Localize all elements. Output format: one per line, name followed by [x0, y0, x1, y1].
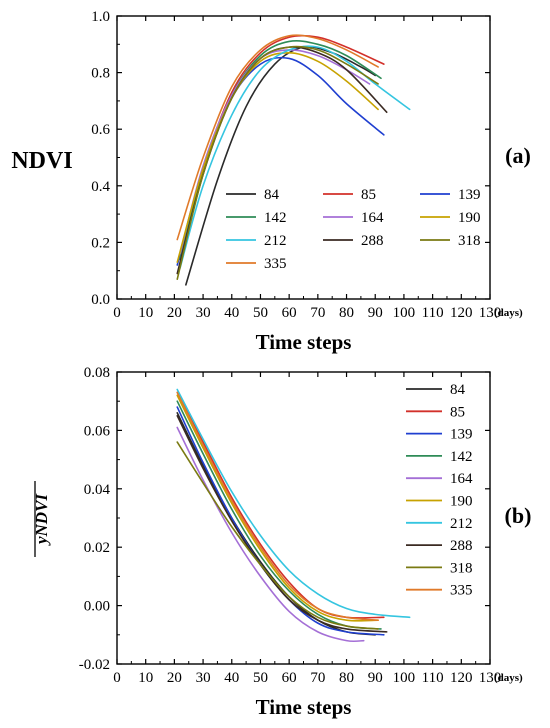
- y-tick-label: 0.2: [91, 235, 110, 251]
- chart-ynvdi: 0 10 20 30 40 50 60 70 80 90 100 110 120 130 -0.02 0.00…: [32, 365, 531, 719]
- legend-label-84: 84: [264, 187, 280, 203]
- legend-label-84: 84: [450, 382, 466, 398]
- series-lines: [176, 388, 411, 643]
- x-tick-label: 40: [224, 670, 239, 686]
- legend-label-85: 85: [450, 404, 465, 420]
- y-tick-label: 0.00: [84, 599, 110, 615]
- panel-label: (a): [505, 143, 531, 168]
- series-line-318: [176, 45, 379, 280]
- x-tick-label: 0: [113, 305, 121, 321]
- series-line-85: [176, 391, 385, 619]
- legend: 84 85 139 142 164 190 212 288 318 335: [226, 187, 481, 272]
- series-line-318: [176, 441, 379, 630]
- y-tick-label: 0.02: [84, 540, 110, 556]
- x-tick-label: 20: [167, 305, 182, 321]
- x-tick-label: 30: [196, 305, 211, 321]
- legend-label-318: 318: [450, 560, 473, 576]
- y-tick-label: 1.0: [91, 9, 110, 25]
- legend-label-164: 164: [450, 471, 473, 487]
- legend-label-142: 142: [450, 449, 473, 465]
- x-tick-label: 90: [368, 670, 383, 686]
- x-tick-label: 100: [393, 305, 416, 321]
- legend-label-85: 85: [361, 187, 376, 203]
- series-lines: [176, 34, 411, 286]
- x-unit-label: (days): [494, 307, 523, 319]
- x-tick-label: 10: [138, 305, 153, 321]
- y-tick-label: 0.8: [91, 66, 110, 82]
- y-tick-label: 0.0: [91, 292, 110, 308]
- x-tick-label: 80: [339, 670, 354, 686]
- x-tick-label: 70: [310, 305, 325, 321]
- series-line-139: [176, 406, 385, 636]
- x-tick-label: 0: [113, 670, 121, 686]
- series-line-190: [176, 51, 379, 264]
- legend-label-212: 212: [264, 233, 287, 249]
- x-tick-label: 40: [224, 305, 239, 321]
- legend-label-335: 335: [450, 583, 473, 599]
- series-line-335: [176, 34, 379, 241]
- y-axis-title: yNDVI: [32, 493, 51, 546]
- x-tick-label: 130: [479, 670, 502, 686]
- x-tick-label: 20: [167, 670, 182, 686]
- chart-ndvi: 0 10 20 30 40 50 60 70 80 90 100 110 120 130 0.0 0.2 0.4…: [11, 9, 531, 354]
- legend-label-335: 335: [264, 256, 287, 272]
- x-tick-label: 80: [339, 305, 354, 321]
- legend-label-318: 318: [458, 233, 481, 249]
- legend-label-190: 190: [458, 210, 481, 226]
- x-tick-label: 130: [479, 305, 502, 321]
- series-line-84: [185, 45, 377, 286]
- y-tick-label: 0.6: [91, 122, 110, 138]
- x-tick-label: 70: [310, 670, 325, 686]
- series-line-335: [176, 391, 379, 621]
- x-tick-label: 50: [253, 305, 268, 321]
- x-tick-label: 60: [282, 305, 297, 321]
- y-tick-label: 0.04: [84, 482, 111, 498]
- x-unit-label: (days): [494, 672, 523, 684]
- x-tick-label: 10: [138, 670, 153, 686]
- legend-label-190: 190: [450, 494, 473, 510]
- x-tick-label: 90: [368, 305, 383, 321]
- y-tick-label: 0.08: [84, 365, 110, 381]
- x-axis-title: Time steps: [256, 695, 352, 719]
- y-tick-label: -0.02: [79, 657, 110, 673]
- legend-label-139: 139: [450, 427, 473, 443]
- legend-label-288: 288: [450, 538, 473, 554]
- series-line-139: [176, 56, 385, 266]
- legend-label-212: 212: [450, 516, 473, 532]
- y-tick-label: 0.06: [84, 423, 111, 439]
- x-axis-title: Time steps: [256, 330, 352, 354]
- series-line-142: [176, 400, 382, 630]
- x-tick-label: 110: [422, 670, 444, 686]
- legend: 84 85 139 142 164 190 212 288 318 335: [406, 382, 473, 599]
- x-tick-label: 100: [393, 670, 416, 686]
- legend-label-164: 164: [361, 210, 384, 226]
- x-tick-label: 120: [450, 670, 473, 686]
- y-axis-title: NDVI: [11, 148, 72, 174]
- panel-label: (b): [505, 503, 532, 528]
- plot-frame: [116, 15, 491, 300]
- x-tick-label: 30: [196, 670, 211, 686]
- series-line-164: [176, 426, 365, 643]
- plot-frame: [116, 371, 491, 665]
- series-line-212: [176, 388, 411, 619]
- legend-label-288: 288: [361, 233, 384, 249]
- y-tick-label: 0.4: [91, 179, 110, 195]
- x-tick-label: 120: [450, 305, 473, 321]
- legend-label-142: 142: [264, 210, 287, 226]
- x-tick-label: 110: [422, 305, 444, 321]
- series-line-190: [176, 394, 379, 622]
- legend-label-139: 139: [458, 187, 481, 203]
- x-tick-label: 50: [253, 670, 268, 686]
- series-line-288: [176, 415, 388, 633]
- x-tick-label: 60: [282, 670, 297, 686]
